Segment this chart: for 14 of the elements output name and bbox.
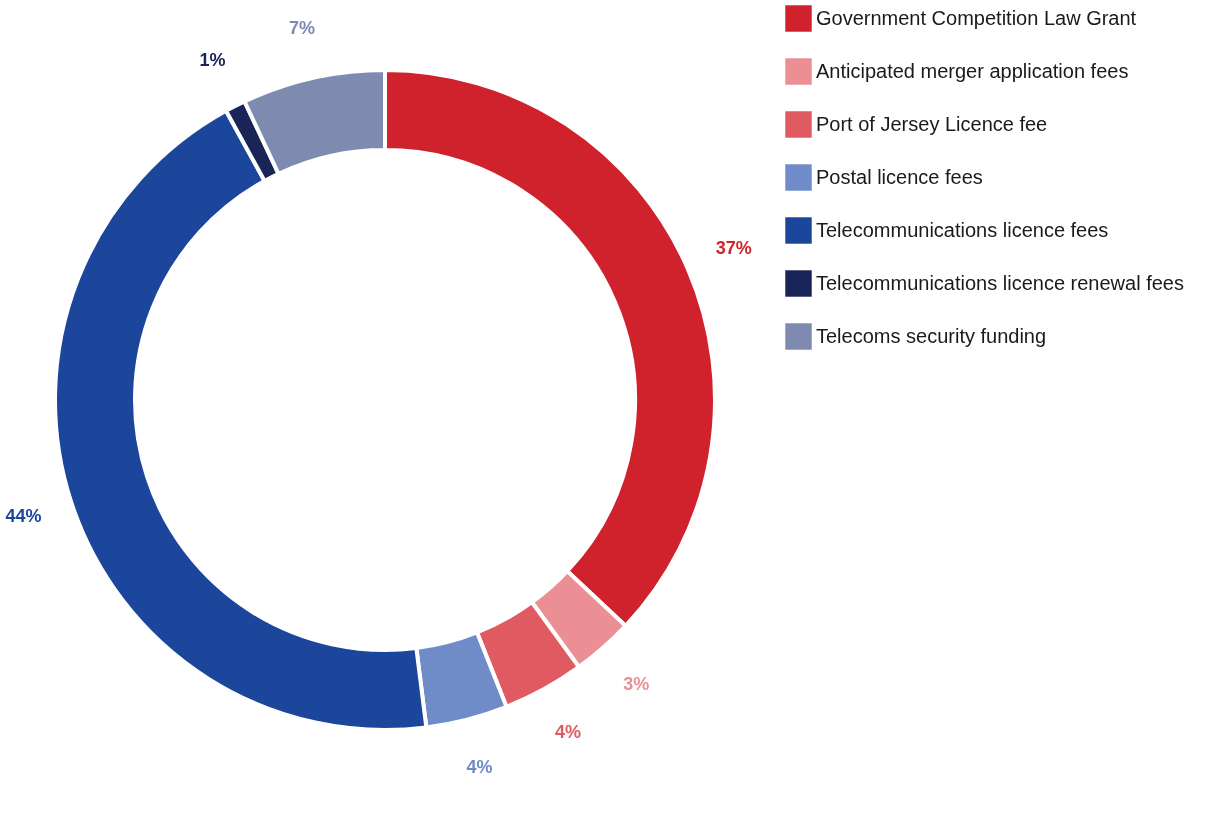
legend-label: Port of Jersey Licence fee [816, 112, 1048, 135]
legend-label: Postal licence fees [816, 165, 983, 188]
data-label: 7% [289, 18, 316, 39]
data-label: 4% [466, 757, 493, 778]
data-label: 37% [715, 238, 752, 259]
legend-label: Government Competition Law Grant [816, 6, 1137, 29]
data-label: 3% [623, 674, 650, 695]
legend-label: Anticipated merger application fees [816, 59, 1129, 82]
legend-label: Telecoms security funding [816, 324, 1047, 347]
legend-label: Telecommunications licence renewal fees [816, 271, 1184, 294]
legend-label: Telecommunications licence fees [816, 218, 1109, 241]
data-label: 44% [5, 506, 42, 527]
data-label: 4% [555, 722, 582, 742]
data-label: 1% [199, 50, 226, 71]
